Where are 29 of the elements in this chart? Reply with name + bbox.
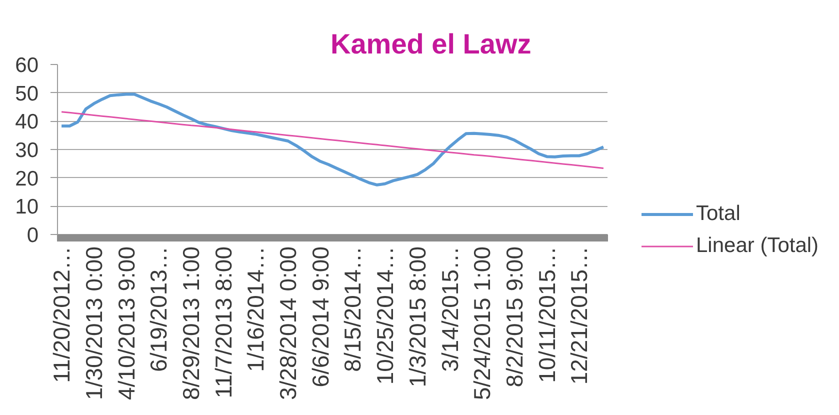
x-tick-label: 6/6/2014 9:00 [307,246,334,388]
y-tick-label: 40 [15,110,38,134]
x-tick-label: 11/20/2012… [48,246,75,383]
y-tick-label: 20 [15,167,38,190]
y-tick-label: 0 [26,224,39,247]
line-series [60,111,604,169]
x-tick-label: 6/19/2013… [146,246,172,372]
x-tick-label: 10/25/2014… [372,246,398,385]
x-tick-label: 1/16/2014… [242,246,269,372]
x-tick-label: 8/29/2013 1:00 [178,246,204,400]
x-tick-label: 11/7/2013 8:00 [210,246,236,398]
y-tick-label: 30 [15,139,38,162]
y-tick-label: 50 [15,82,38,106]
x-tick-label: 4/10/2013 9:00 [113,246,140,400]
line-series [60,92,605,186]
legend-label: Linear (Total) [696,234,819,258]
x-tick-label: 10/11/2015… [534,246,560,383]
x-tick-label: 3/28/2014 0:00 [275,246,302,400]
x-tick-label: 1/30/2013 0:00 [80,246,107,400]
x-tick-label: 8/15/2014… [340,246,366,372]
y-tick-label: 10 [15,196,38,219]
x-tick-label: 12/21/2015… [566,246,592,385]
x-tick-label: 5/24/2015 1:00 [469,246,496,400]
x-tick-label: 3/14/2015… [436,246,463,372]
x-tick-label: 8/2/2015 9:00 [501,246,528,388]
x-tick-label: 1/3/2015 8:00 [404,246,430,388]
legend-label: Total [696,202,740,226]
chart-title: Kamed el Lawz [330,28,532,60]
y-tick-label: 60 [15,54,38,77]
